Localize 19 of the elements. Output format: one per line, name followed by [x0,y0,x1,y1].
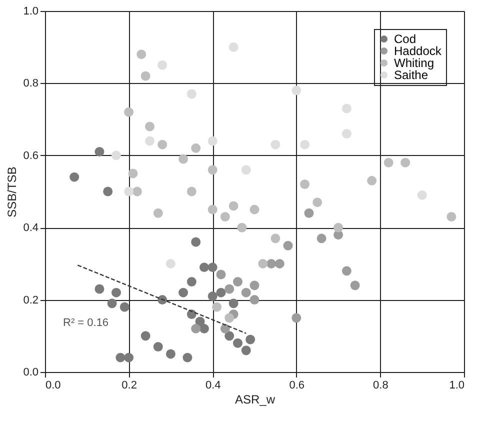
annotation: R² = 0.16 [63,317,109,329]
y-axis-title: SSB/TSB [5,166,20,218]
y-tick-label: 0.8 [23,78,38,90]
x-tick-label: 0.6 [289,380,305,392]
y-tick-label: 0.6 [23,150,38,162]
x-tick-label: 0.4 [205,380,221,392]
x-tick-label: 0.8 [373,380,388,392]
y-tick-label: 0.4 [23,222,38,234]
legend-label: Haddock [394,44,442,58]
legend-label: Whiting [394,56,434,70]
x-tick-label: 1.0 [449,380,464,392]
x-tick-label: 0.2 [122,380,137,392]
y-tick-label: 0.2 [23,294,38,306]
legend-label: Cod [394,32,416,46]
y-tick-label: 0.0 [23,366,38,378]
x-tick-label: 0.0 [46,380,61,392]
x-axis-title: ASR_w [234,392,276,406]
y-tick-label: 1.0 [23,6,38,18]
legend-label: Saithe [394,68,428,82]
